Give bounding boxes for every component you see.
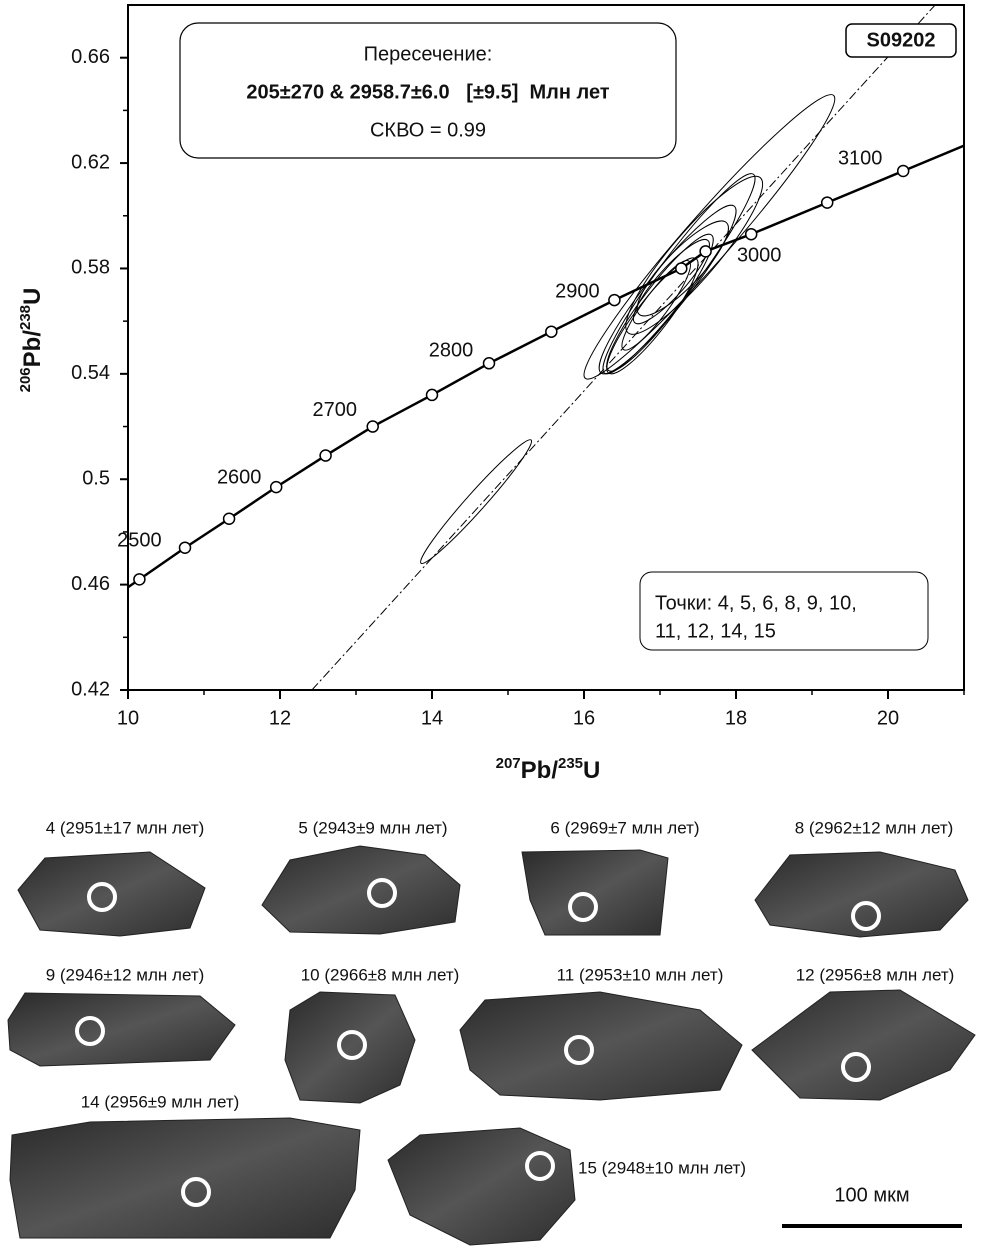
age-point xyxy=(898,165,909,176)
label-superscript: 206 xyxy=(17,367,34,392)
age-point xyxy=(546,326,557,337)
label-superscript: 235 xyxy=(558,755,583,772)
grain-caption: 12 (2956±8 млн лет) xyxy=(796,965,955,984)
label-part: U xyxy=(583,757,600,784)
age-label: 3100 xyxy=(838,147,883,169)
grain-caption: 4 (2951±17 млн лет) xyxy=(46,818,205,837)
grain-caption: 15 (2948±10 млн лет) xyxy=(578,1158,746,1177)
x-tick-label: 10 xyxy=(117,707,139,729)
age-point xyxy=(320,450,331,461)
mswd: СКВО = 0.99 xyxy=(370,119,486,141)
zircon-grain xyxy=(388,1128,575,1245)
age-point xyxy=(609,295,620,306)
zircon-grain xyxy=(460,992,742,1100)
label-part: Pb/ xyxy=(521,757,559,784)
zircon-grain xyxy=(285,992,415,1103)
zircon-grain xyxy=(752,990,975,1100)
zircon-grain xyxy=(8,993,235,1066)
age-point xyxy=(134,574,145,585)
age-point xyxy=(676,263,687,274)
label-part: U xyxy=(19,288,46,305)
label-superscript: 238 xyxy=(17,305,34,330)
points-line: Точки: 4, 5, 6, 8, 9, 10, xyxy=(655,592,857,614)
grain-caption: 14 (2956±9 млн лет) xyxy=(81,1092,240,1111)
grain-caption: 9 (2946±12 млн лет) xyxy=(46,965,205,984)
age-point xyxy=(427,389,438,400)
x-tick-label: 16 xyxy=(573,707,595,729)
age-label: 2500 xyxy=(117,530,162,552)
y-tick-label: 0.58 xyxy=(71,257,110,279)
zircon-grain xyxy=(10,1118,360,1238)
y-tick-label: 0.54 xyxy=(71,362,110,384)
zircon-grain xyxy=(755,852,968,937)
label-part: Pb/ xyxy=(19,330,46,368)
age-point xyxy=(367,421,378,432)
scale-label: 100 мкм xyxy=(834,1184,909,1206)
age-point xyxy=(746,229,757,240)
age-point xyxy=(484,358,495,369)
age-point xyxy=(271,482,282,493)
grain-caption: 5 (2943±9 млн лет) xyxy=(298,818,447,837)
age-label: 2700 xyxy=(312,399,357,421)
age-point xyxy=(180,542,191,553)
error-ellipse xyxy=(414,434,538,570)
zircon-grain xyxy=(18,852,205,936)
grain-caption: 11 (2953±10 млн лет) xyxy=(557,965,724,984)
sample-id: S09202 xyxy=(867,29,936,51)
y-tick-label: 0.42 xyxy=(71,678,110,700)
intercept-age: 205±270 & 2958.7±6.0 [±9.5] Млн лет xyxy=(246,81,609,103)
error-ellipse xyxy=(585,194,749,386)
y-tick-label: 0.66 xyxy=(71,46,110,68)
age-point xyxy=(224,513,235,524)
age-label: 3000 xyxy=(737,244,782,266)
x-tick-label: 20 xyxy=(877,707,899,729)
x-tick-label: 12 xyxy=(269,707,291,729)
y-tick-label: 0.46 xyxy=(71,573,110,595)
age-label: 2800 xyxy=(429,340,474,362)
x-tick-label: 18 xyxy=(725,707,747,729)
concordia-curve xyxy=(139,171,903,579)
x-tick-label: 14 xyxy=(421,707,443,729)
grain-caption: 10 (2966±8 млн лет) xyxy=(301,965,460,984)
x-axis-label: 207Pb/235U xyxy=(496,755,601,784)
label-superscript: 207 xyxy=(496,755,521,772)
concordia-extension xyxy=(903,146,964,171)
age-point xyxy=(700,246,711,257)
age-point xyxy=(822,197,833,208)
grain-images: 4 (2951±17 млн лет) 5 (2943±9 млн лет) 6 (… xyxy=(8,818,975,1245)
y-axis-label: 206Pb/238U xyxy=(17,288,46,393)
grain-caption: 6 (2969±7 млн лет) xyxy=(550,818,699,837)
page: 10 12 14 16 18 20 0.42 0.46 0.5 0.54 0.58 0.62 0.66 2… xyxy=(0,0,996,1251)
points-line: 11, 12, 14, 15 xyxy=(655,620,776,642)
intercept-title: Пересечение: xyxy=(364,43,493,65)
age-label: 2900 xyxy=(555,280,600,302)
y-tick-label: 0.62 xyxy=(71,151,110,173)
zircon-grain xyxy=(522,850,668,935)
grain-caption: 8 (2962±12 млн лет) xyxy=(795,818,954,837)
zircon-grain xyxy=(262,846,460,934)
age-label: 2600 xyxy=(217,466,262,488)
y-tick-label: 0.5 xyxy=(82,468,110,490)
